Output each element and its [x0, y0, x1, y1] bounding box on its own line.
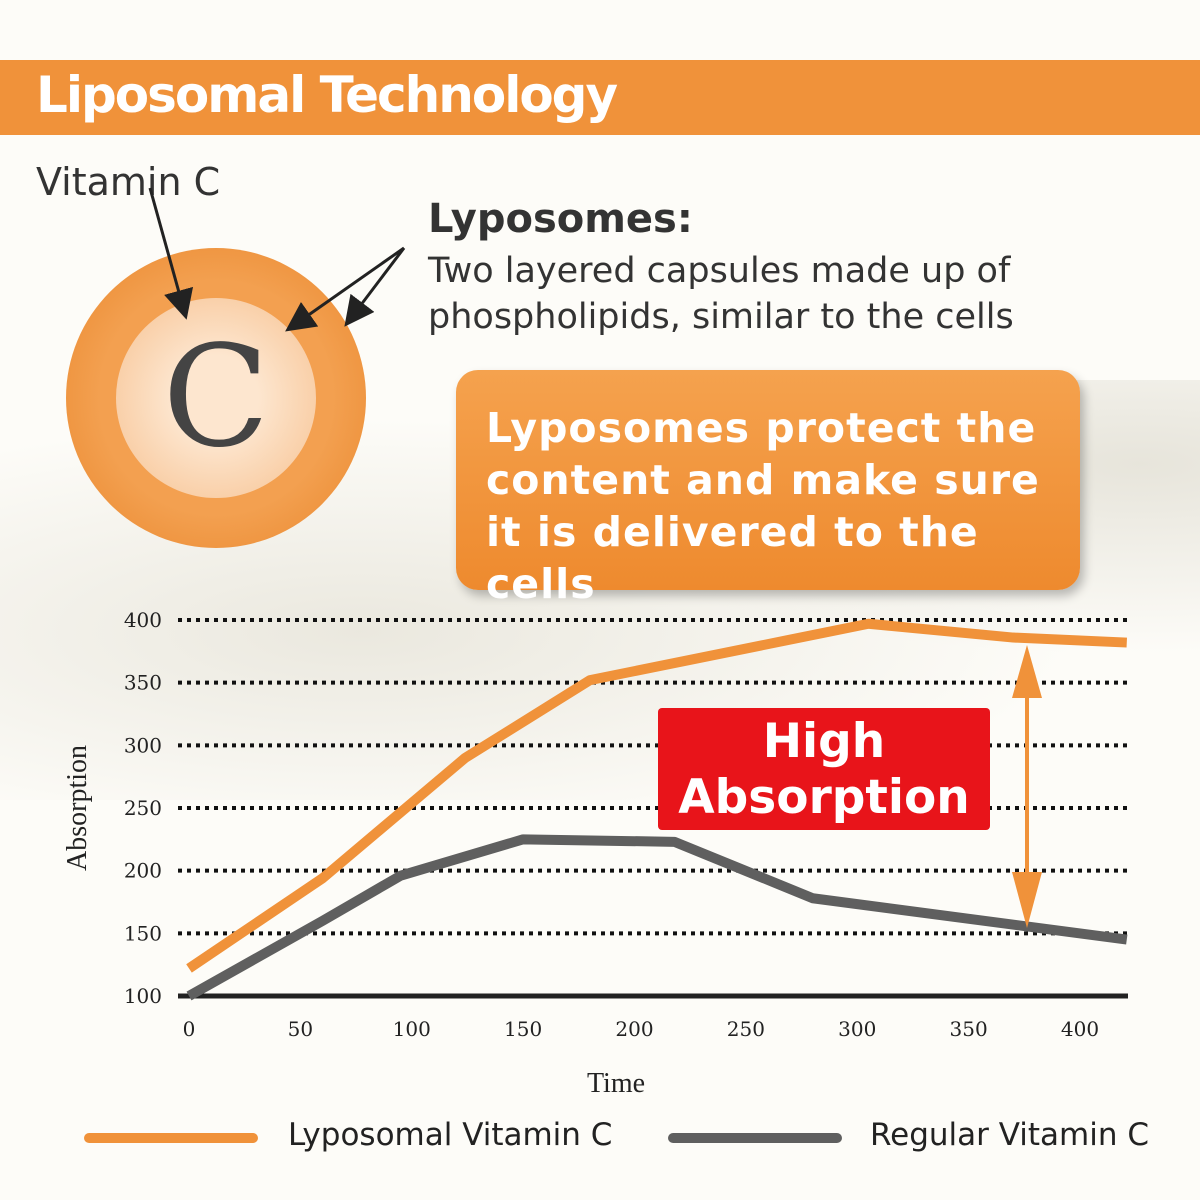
badge-line: Absorption — [678, 770, 970, 825]
x-tick-label: 50 — [288, 1017, 313, 1041]
liposome-inner-layer — [116, 298, 316, 498]
x-axis-label: Time — [587, 1068, 645, 1099]
series-line-regular — [186, 834, 1128, 1001]
y-tick-label: 350 — [124, 671, 162, 695]
header-bar: Liposomal Technology — [0, 60, 1200, 135]
vitamin-c-letter: C — [162, 316, 270, 479]
y-tick-label: 250 — [124, 796, 162, 820]
legend-swatch-liposomal — [84, 1133, 258, 1143]
y-tick-label: 150 — [124, 921, 162, 945]
arrow-head-up — [1012, 645, 1042, 698]
series-line-liposomal — [186, 618, 1127, 973]
protect-callout: Lyposomes protect the content and make s… — [456, 370, 1080, 608]
liposomes-description: Two layered capsules made up of phosphol… — [428, 248, 1014, 340]
legend-label-liposomal: Lyposomal Vitamin C — [288, 1117, 613, 1153]
arrow-head-down — [1012, 872, 1042, 928]
liposomes-title: Lyposomes: — [428, 196, 693, 242]
vitamin-c-label: Vitamin C — [36, 160, 221, 204]
desc-line: phospholipids, similar to the cells — [428, 297, 1014, 337]
protect-line: it is delivered to the cells — [486, 508, 979, 608]
protect-line: content and make sure — [486, 456, 1040, 504]
y-tick-label: 100 — [124, 984, 162, 1008]
x-tick-label: 350 — [950, 1017, 988, 1041]
arrow-to-outer-layer — [344, 247, 406, 327]
arrow-to-inner-layer — [285, 246, 405, 332]
x-tick-label: 250 — [727, 1017, 765, 1041]
x-tick-label: 100 — [393, 1017, 431, 1041]
x-tick-label: 200 — [615, 1017, 653, 1041]
legend-swatch-regular — [668, 1133, 842, 1143]
y-tick-label: 200 — [124, 859, 162, 883]
y-tick-label: 300 — [124, 733, 162, 757]
page-title: Liposomal Technology — [36, 66, 618, 124]
arrow-to-vitamin — [148, 187, 194, 320]
y-axis-label: Absorption — [62, 745, 93, 871]
x-tick-label: 300 — [838, 1017, 876, 1041]
badge-line: High — [762, 714, 886, 769]
y-tick-label: 400 — [124, 608, 162, 632]
high-absorption-badge: High Absorption — [658, 708, 990, 830]
x-tick-label: 400 — [1061, 1017, 1099, 1041]
x-tick-label: 0 — [183, 1017, 196, 1041]
legend-label-regular: Regular Vitamin C — [870, 1117, 1149, 1153]
x-tick-label: 150 — [504, 1017, 542, 1041]
desc-line: Two layered capsules made up of — [428, 251, 1011, 291]
protect-line: Lyposomes protect the — [486, 404, 1037, 452]
